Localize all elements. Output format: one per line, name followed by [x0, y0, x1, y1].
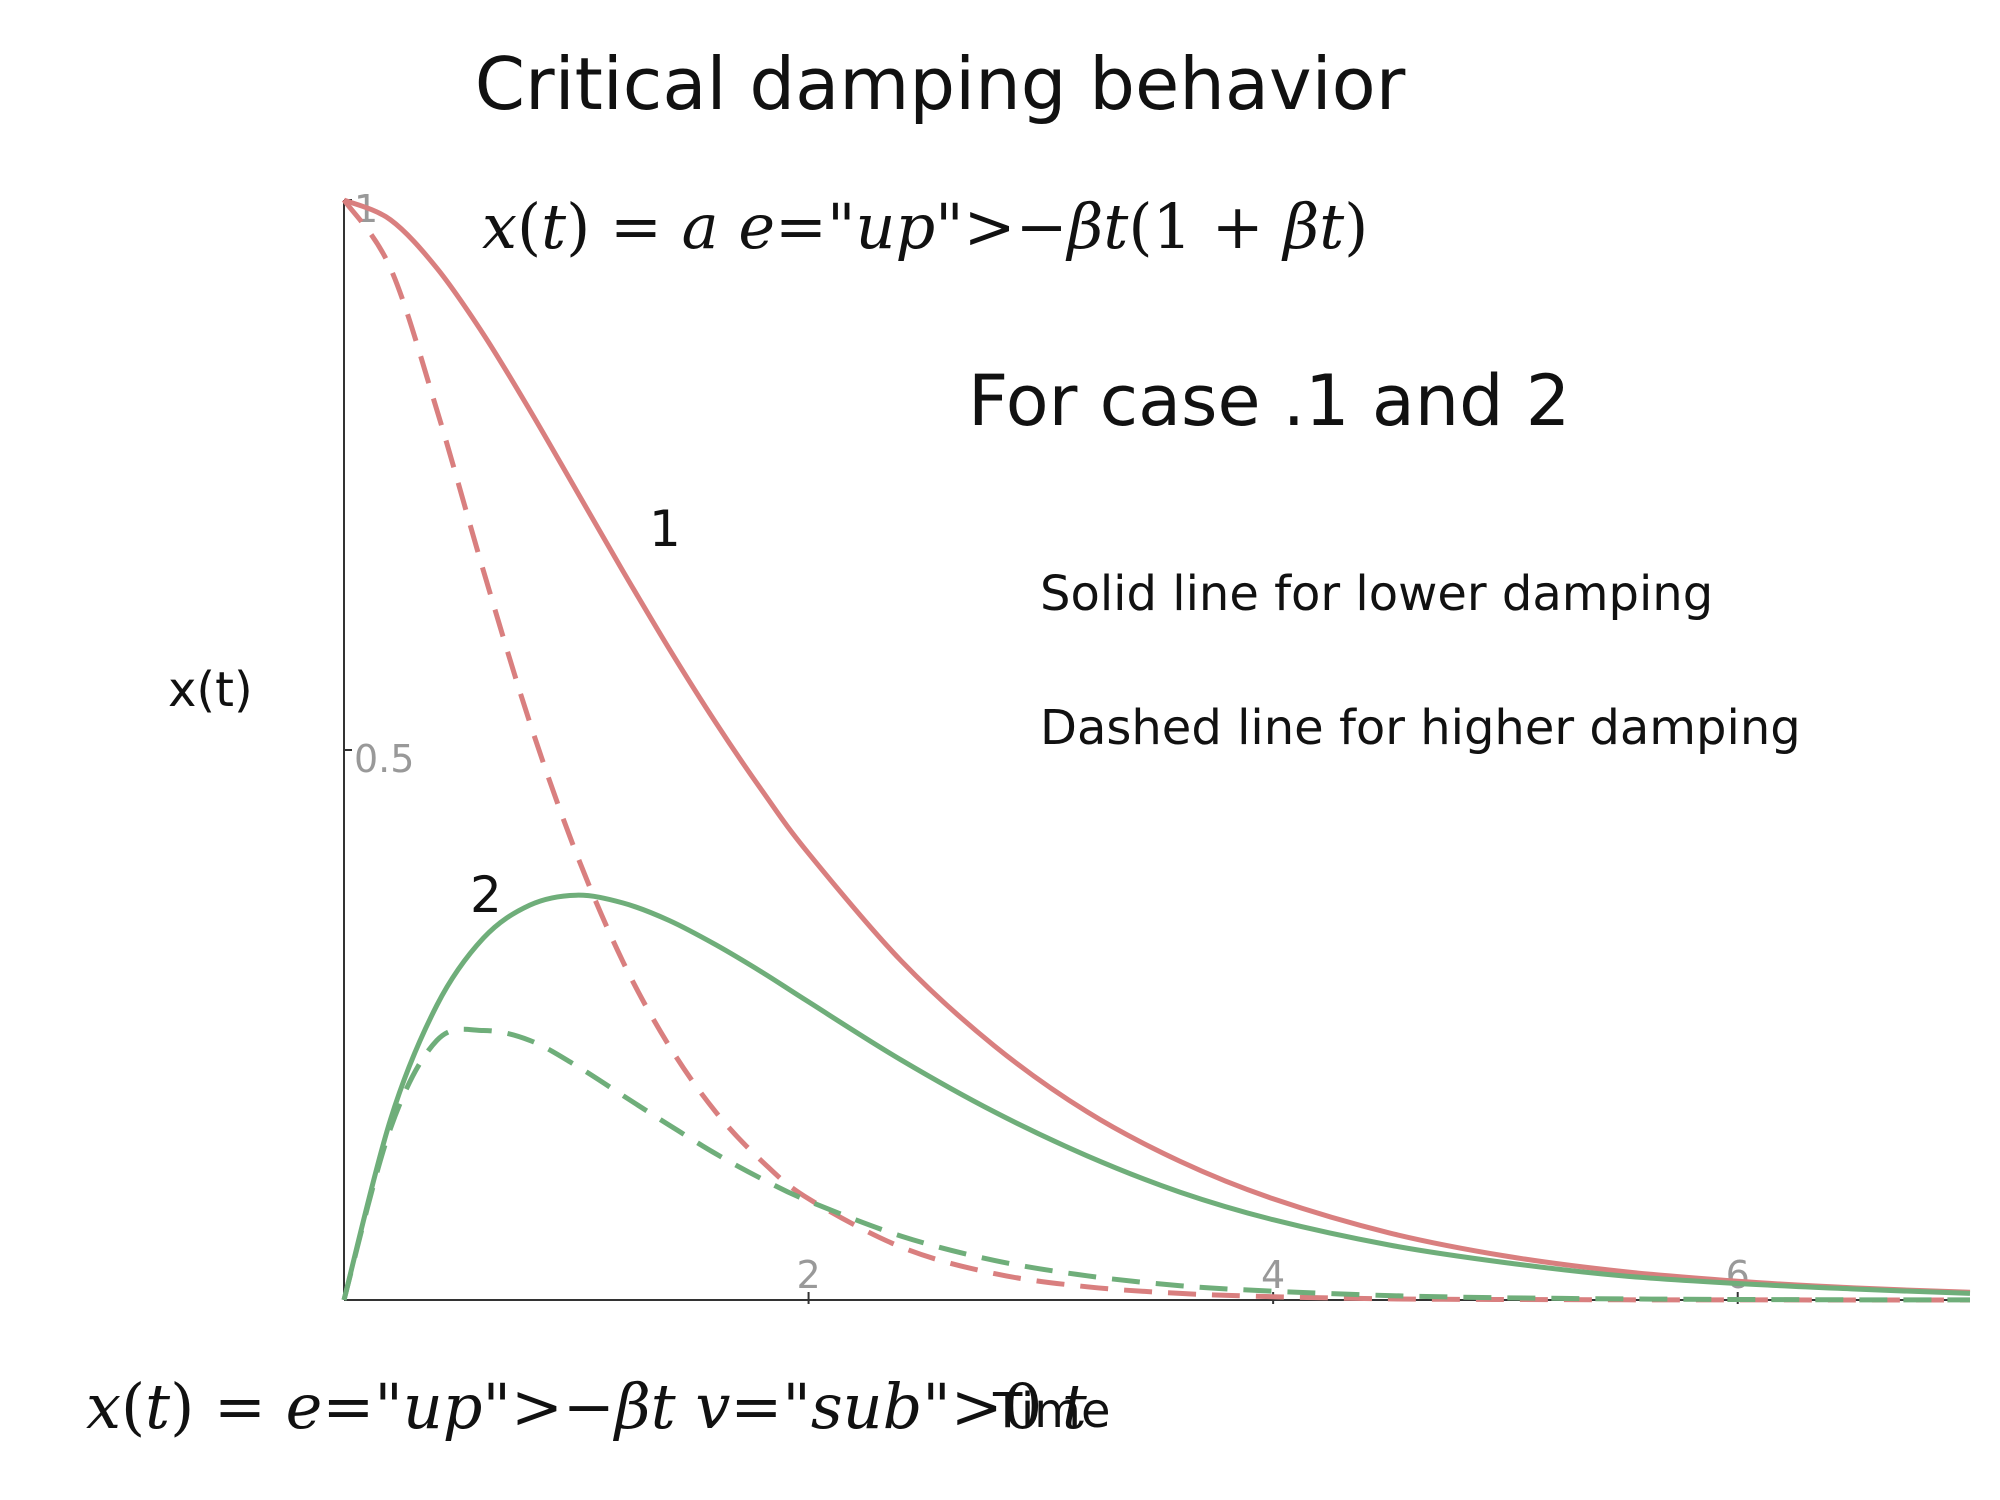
series-line-case-1-solid [343, 197, 1971, 1295]
curve-1-label: 1 [649, 500, 681, 558]
slide-title: Critical damping behavior [474, 42, 1406, 126]
x-axis-label: Time [993, 1383, 1111, 1439]
curve-2-label: 2 [470, 866, 502, 924]
critical-damping-formula: x(t) = a e="up">−βt(1 + βt) [482, 190, 1369, 263]
initial-velocity-formula: x(t) = e="up">−βt v="sub">0 t [86, 1370, 1087, 1443]
series-line-case-2-dashed [341, 1026, 1971, 1303]
solid-line-note: Solid line for lower damping [1040, 566, 1714, 622]
series-line-case-2-solid [341, 892, 1971, 1301]
curves [341, 197, 1971, 1303]
y-tick-label: 0.5 [354, 737, 414, 781]
case-heading: For case .1 and 2 [968, 360, 1571, 442]
x-tick-label: 2 [796, 1253, 820, 1297]
x-tick-label: 6 [1726, 1253, 1750, 1297]
y-axis-label: x(t) [168, 662, 253, 718]
dashed-line-note: Dashed line for higher damping [1040, 700, 1801, 756]
